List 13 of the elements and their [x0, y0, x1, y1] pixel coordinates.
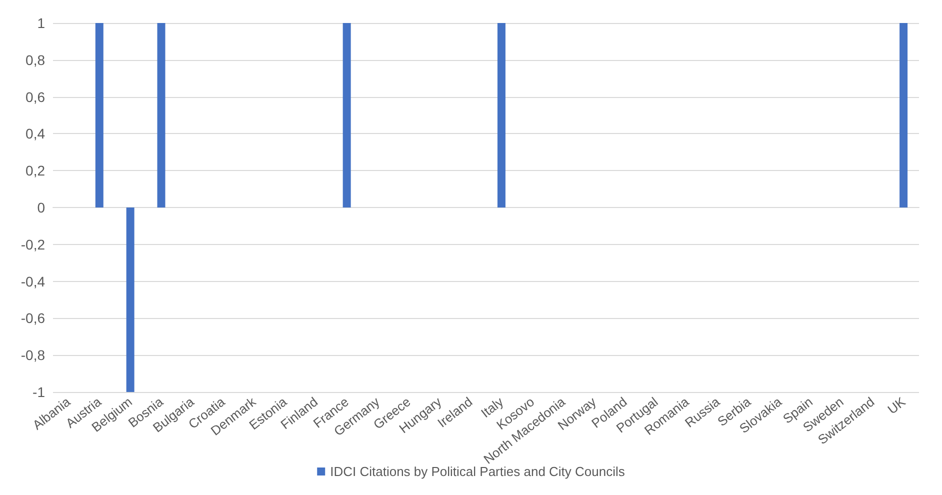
x-tick-label: UK [884, 394, 908, 418]
y-tick-label: 0,4 [26, 126, 46, 142]
y-tick-label: -0,6 [20, 310, 46, 326]
y-tick-label: -0,4 [20, 273, 46, 290]
y-tick-label: -0,8 [20, 347, 46, 364]
y-tick-label: 0,8 [26, 52, 46, 68]
y-tick-label: -0,2 [20, 236, 46, 252]
y-tick-label: 1 [37, 15, 46, 31]
y-tick-label: 0,6 [26, 88, 46, 105]
y-tick-label: -1 [32, 384, 46, 400]
legend-label: IDCI Citations by Political Parties and City Councils [330, 464, 626, 479]
y-tick-label: 0,2 [26, 162, 46, 179]
y-tick-label: 0 [37, 200, 46, 216]
